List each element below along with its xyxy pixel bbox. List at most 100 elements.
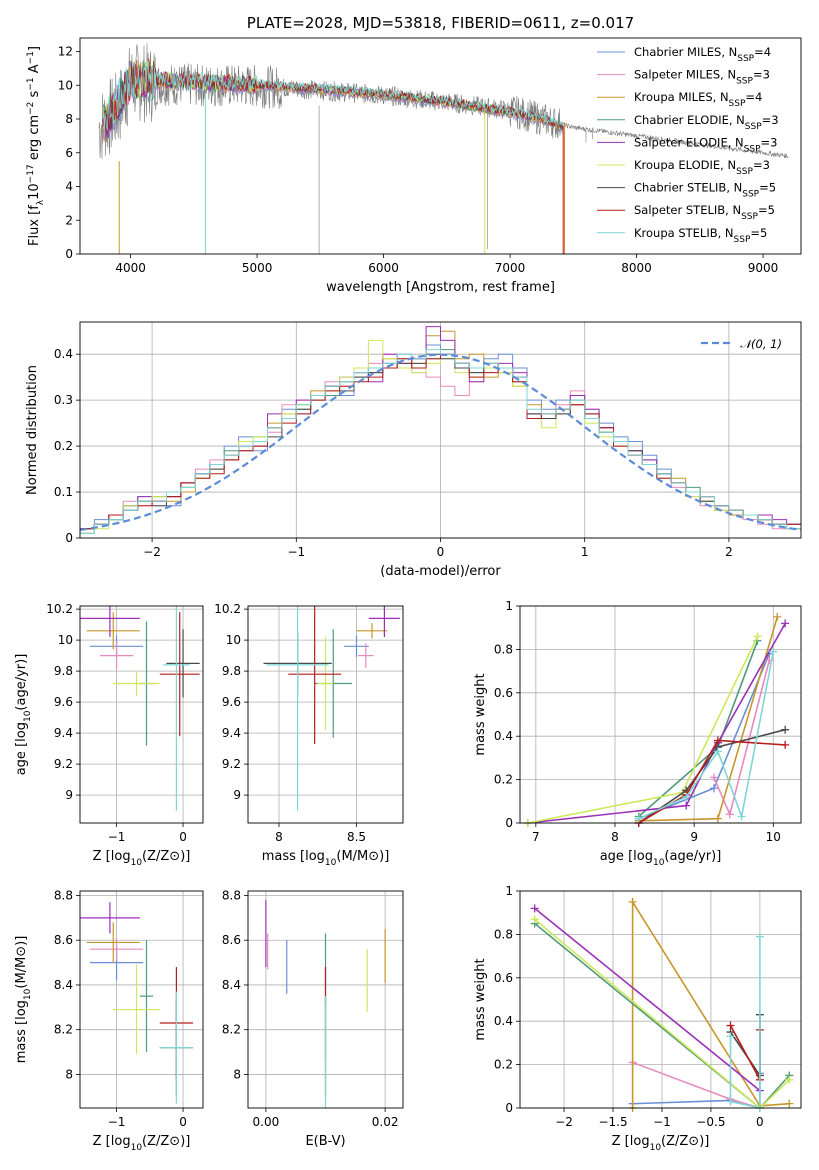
y-tick-label: 10 <box>58 633 73 647</box>
y-tick-label: 1 <box>505 884 513 898</box>
weight-line <box>638 640 759 818</box>
weight-marker <box>713 747 722 756</box>
x-tick-label: 0 <box>179 1115 187 1129</box>
weight-marker <box>769 647 778 656</box>
y-tick-label: 8.8 <box>222 888 241 902</box>
mass_vs_ebv-frame <box>247 890 404 1109</box>
spectrum-xlabel: wavelength [Angstrom, rest frame] <box>326 280 555 295</box>
spectrum-frame <box>79 37 802 255</box>
y-tick-label: 9.2 <box>222 757 241 771</box>
weight-marker <box>781 725 790 734</box>
weight-marker <box>713 736 722 745</box>
y-tick-label: 8.8 <box>54 888 73 902</box>
weight-line <box>729 1025 761 1081</box>
age_vs_Z-ylabel: age [log10(age/yr)] <box>14 654 33 776</box>
legend-entry: Chabrier MILES, NSSP=4 <box>634 45 771 64</box>
y-tick-label: 9.4 <box>222 726 241 740</box>
x-tick-label: −1.5 <box>598 1115 627 1129</box>
weight-marker <box>726 1097 735 1106</box>
legend-entry: Chabrier STELIB, NSSP=5 <box>634 181 776 200</box>
weight-marker <box>737 812 746 821</box>
legend-entry: Salpeter STELIB, NSSP=5 <box>634 203 775 222</box>
x-tick-label: −1 <box>287 545 305 559</box>
y-tick-label: 0.3 <box>54 393 73 407</box>
legend-entry: Kroupa MILES, NSSP=4 <box>634 90 762 109</box>
y-tick-label: 10 <box>58 78 73 92</box>
y-tick-label: 8.6 <box>54 933 73 947</box>
weight-marker <box>785 1099 794 1108</box>
weight-marker <box>682 801 691 810</box>
age_vs_Z-xlabel: Z [log10(Z/Z⊙)] <box>93 849 191 868</box>
weight-marker <box>530 904 539 913</box>
y-tick-label: 0.4 <box>494 729 513 743</box>
weight-marker <box>726 1032 735 1041</box>
y-tick-label: 0 <box>65 247 73 261</box>
y-tick-label: 0.4 <box>494 1014 513 1028</box>
y-tick-label: 2 <box>65 213 73 227</box>
y-tick-label: 0.6 <box>494 971 513 985</box>
y-tick-label: 9.4 <box>54 726 73 740</box>
y-tick-label: 0.8 <box>494 642 513 656</box>
legend-entry: Kroupa STELIB, NSSP=5 <box>634 226 767 245</box>
x-tick-label: 1 <box>581 545 589 559</box>
x-tick-label: −1 <box>653 1115 671 1129</box>
age_vs_mass-xlabel: mass [log10(M/M⊙)] <box>262 849 390 868</box>
x-tick-label: 9 <box>690 830 698 844</box>
x-tick-label: 0.02 <box>372 1115 399 1129</box>
y-tick-label: 0.8 <box>494 927 513 941</box>
weight-marker <box>755 932 764 941</box>
x-tick-label: 8.5 <box>347 830 366 844</box>
x-tick-label: −0.5 <box>696 1115 725 1129</box>
x-tick-label: 0.00 <box>253 1115 280 1129</box>
y-tick-label: 0.2 <box>54 439 73 453</box>
weight-marker <box>530 915 539 924</box>
y-tick-label: 10 <box>226 633 241 647</box>
spectrum-lines <box>98 43 789 254</box>
y-tick-label: 8 <box>65 1067 73 1081</box>
weight-marker <box>753 632 762 641</box>
weight-line <box>631 899 790 1108</box>
weight-marker <box>725 810 734 819</box>
y-tick-label: 4 <box>65 180 73 194</box>
y-tick-label: 9.8 <box>222 664 241 678</box>
y-tick-label: 9.8 <box>54 664 73 678</box>
x-tick-label: 7000 <box>495 261 526 275</box>
residuals-frame <box>79 321 802 539</box>
weight-marker <box>709 773 718 782</box>
x-tick-label: 0 <box>756 1115 764 1129</box>
weight-marker <box>781 740 790 749</box>
x-tick-label: 8 <box>611 830 619 844</box>
weight-marker <box>713 814 722 823</box>
histogram-step <box>80 353 801 538</box>
massweight_vs_Z-lines <box>530 897 794 1112</box>
legend-entry: Chabrier ELODIE, NSSP=3 <box>634 113 779 132</box>
histogram-step <box>80 349 801 538</box>
x-tick-label: −1 <box>108 830 126 844</box>
x-tick-label: 4000 <box>115 261 146 275</box>
y-tick-label: 10.2 <box>214 602 241 616</box>
weight-line <box>527 636 759 824</box>
x-tick-label: 2 <box>725 545 733 559</box>
x-tick-label: −2 <box>143 545 161 559</box>
x-tick-label: 9000 <box>748 261 779 275</box>
x-tick-label: 6000 <box>368 261 399 275</box>
x-tick-label: 8000 <box>621 261 652 275</box>
y-tick-label: 12 <box>58 45 73 59</box>
mass_vs_Z-ylabel: mass [log10(M/M⊙)] <box>14 936 33 1064</box>
legend-entry: Salpeter ELODIE, NSSP=3 <box>634 135 777 154</box>
x-tick-label: −1 <box>108 1115 126 1129</box>
massweight_vs_age-lines <box>523 612 790 827</box>
weight-line <box>534 907 761 1092</box>
x-tick-label: 10 <box>766 830 781 844</box>
residuals-axes: −2 −1 0 1 2 0 0.1 0.2 0.3 0.4 <box>54 322 801 559</box>
weight-line <box>638 651 775 820</box>
y-tick-label: 0.2 <box>494 773 513 787</box>
y-tick-label: 8.2 <box>54 1023 73 1037</box>
y-tick-label: 0 <box>505 816 513 830</box>
y-tick-label: 9.2 <box>54 757 73 771</box>
y-tick-label: 9.6 <box>222 695 241 709</box>
weight-marker <box>709 784 718 793</box>
y-tick-label: 10.2 <box>46 602 73 616</box>
x-tick-label: 0 <box>437 545 445 559</box>
